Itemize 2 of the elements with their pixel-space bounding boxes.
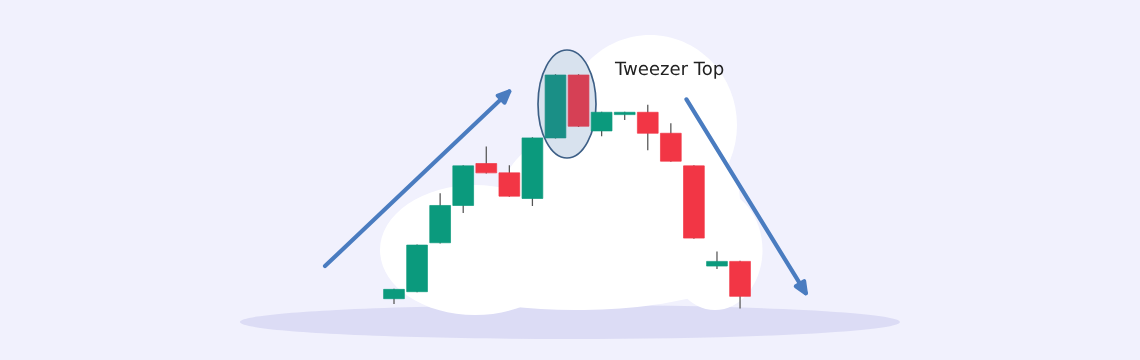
- candlestick: [706, 251, 728, 270]
- annotation: Tweezer Top: [614, 61, 724, 79]
